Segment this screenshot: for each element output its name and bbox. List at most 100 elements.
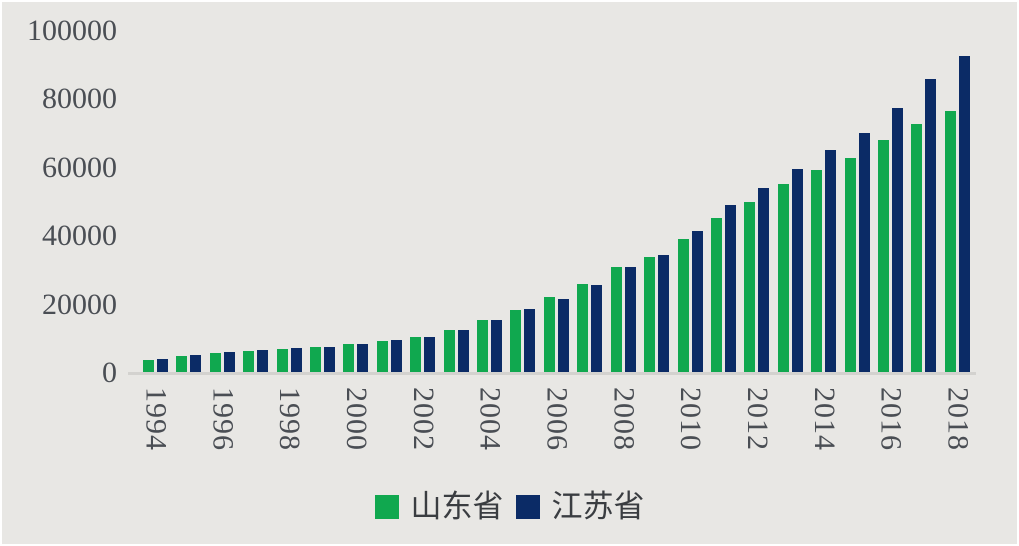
- bar-group-1999: [310, 31, 336, 373]
- bar-group-2018: [944, 31, 970, 373]
- bar-group-2013: [777, 31, 803, 373]
- plot-area: [143, 31, 970, 373]
- bar-group-1994: [143, 31, 168, 373]
- x-axis-line: [128, 372, 976, 375]
- x-tick-label: 2006: [540, 387, 574, 451]
- shandong-swatch-icon: [374, 495, 399, 520]
- bar-jiangsu-2016: [891, 108, 903, 373]
- bar-shandong-1994: [143, 360, 154, 373]
- bar-jiangsu-2011: [724, 205, 736, 373]
- bar-shandong-2018: [944, 111, 956, 373]
- bar-group-2003: [443, 31, 469, 373]
- x-tick-label: 2008: [607, 387, 641, 451]
- bar-jiangsu-1999: [324, 347, 336, 373]
- bar-shandong-2009: [644, 257, 656, 373]
- bar-group-2008: [610, 31, 636, 373]
- bar-jiangsu-1994: [157, 359, 168, 373]
- bar-jiangsu-2000: [357, 344, 369, 373]
- bar-group-2016: [877, 31, 903, 373]
- x-tick-label: 2014: [807, 387, 841, 451]
- bar-shandong-2015: [844, 158, 856, 373]
- bar-jiangsu-2017: [925, 79, 937, 373]
- x-tick-label: 1998: [273, 387, 307, 451]
- bar-jiangsu-2006: [557, 299, 569, 373]
- legend: 山东省 江苏省: [2, 489, 1017, 524]
- bar-group-2006: [543, 31, 569, 373]
- bar-jiangsu-2014: [825, 150, 837, 373]
- bar-shandong-2002: [410, 337, 422, 373]
- bar-shandong-2006: [543, 297, 555, 373]
- bar-group-1997: [243, 31, 269, 373]
- bar-jiangsu-2009: [658, 255, 670, 373]
- bar-shandong-2003: [443, 330, 455, 373]
- bar-shandong-2013: [777, 184, 789, 373]
- bar-group-2004: [477, 31, 503, 373]
- legend-item-jiangsu: 江苏省: [515, 489, 645, 524]
- bar-jiangsu-2010: [691, 231, 703, 373]
- bar-jiangsu-2005: [524, 309, 536, 373]
- bar-group-2015: [844, 31, 870, 373]
- bar-jiangsu-1998: [290, 348, 302, 373]
- bar-group-2012: [744, 31, 770, 373]
- bar-jiangsu-2002: [424, 337, 436, 373]
- bar-jiangsu-2012: [758, 188, 770, 373]
- x-tick-label: 2004: [473, 387, 507, 451]
- bar-jiangsu-2018: [958, 56, 970, 373]
- bar-group-2010: [677, 31, 703, 373]
- y-tick-label: 40000: [42, 219, 117, 253]
- bar-jiangsu-2015: [858, 133, 870, 373]
- bar-group-1995: [176, 31, 202, 373]
- y-tick-label: 100000: [27, 14, 117, 47]
- x-tick-label: 2012: [741, 387, 774, 451]
- x-tick-label: 2002: [406, 387, 440, 451]
- bar-jiangsu-2007: [591, 285, 603, 373]
- y-tick-label: 20000: [42, 287, 117, 321]
- bar-shandong-1996: [209, 353, 221, 373]
- bar-group-2017: [911, 31, 937, 373]
- bar-jiangsu-2004: [491, 320, 503, 373]
- y-tick-label: 80000: [42, 82, 117, 116]
- bar-shandong-2008: [610, 267, 622, 373]
- bar-shandong-2012: [744, 202, 756, 373]
- bar-group-1996: [209, 31, 235, 373]
- bar-group-2007: [577, 31, 603, 373]
- bar-shandong-1998: [276, 349, 288, 373]
- bar-shandong-2010: [677, 239, 689, 373]
- x-tick-label: 1996: [206, 387, 240, 451]
- jiangsu-swatch-icon: [515, 495, 540, 520]
- bar-group-2002: [410, 31, 436, 373]
- bar-jiangsu-1995: [190, 355, 202, 373]
- bar-group-1998: [276, 31, 302, 373]
- bar-group-2001: [376, 31, 402, 373]
- bar-shandong-1999: [310, 347, 322, 373]
- bar-shandong-2005: [510, 310, 522, 373]
- bar-shandong-2001: [376, 341, 388, 373]
- bar-jiangsu-2013: [791, 169, 803, 373]
- bar-jiangsu-2008: [624, 267, 636, 373]
- bar-shandong-2017: [911, 124, 923, 373]
- legend-label-jiangsu: 江苏省: [551, 489, 645, 524]
- bar-shandong-2011: [710, 218, 722, 373]
- bar-jiangsu-2001: [390, 340, 402, 373]
- x-tick-label: 2000: [340, 387, 373, 451]
- bar-jiangsu-1996: [223, 352, 235, 373]
- bar-jiangsu-2003: [457, 330, 469, 373]
- bar-shandong-2016: [877, 140, 889, 373]
- bar-group-2009: [644, 31, 670, 373]
- legend-item-shandong: 山东省: [374, 489, 504, 524]
- bar-shandong-2000: [343, 344, 355, 373]
- y-tick-label: 60000: [42, 150, 117, 184]
- bar-shandong-1995: [176, 356, 188, 373]
- legend-label-shandong: 山东省: [410, 489, 504, 524]
- bar-group-2011: [710, 31, 736, 373]
- bar-shandong-2004: [477, 320, 489, 373]
- y-tick-label: 0: [102, 356, 117, 389]
- x-tick-label: 2018: [941, 387, 975, 451]
- bar-jiangsu-1997: [257, 350, 269, 373]
- x-tick-label: 2010: [674, 387, 708, 451]
- x-tick-label: 2016: [874, 387, 908, 451]
- bar-shandong-2007: [577, 284, 589, 373]
- bar-group-2014: [811, 31, 837, 373]
- bar-shandong-2014: [811, 170, 823, 373]
